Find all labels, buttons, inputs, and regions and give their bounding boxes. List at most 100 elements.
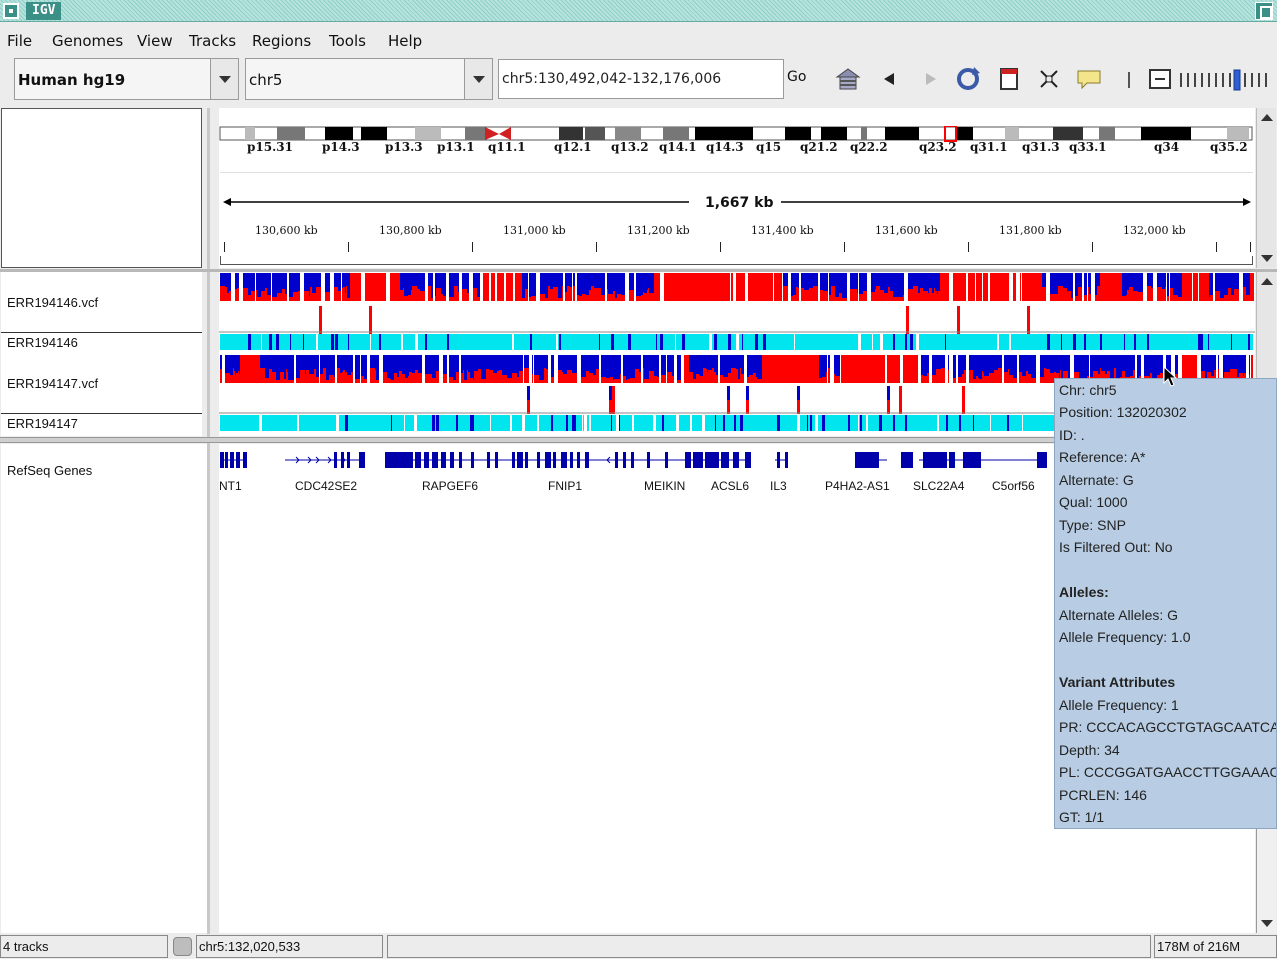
gene-exon[interactable] [487, 452, 490, 468]
menu-tools[interactable]: Tools [329, 32, 366, 50]
gene-exon[interactable] [424, 452, 429, 468]
scroll-down-icon[interactable] [1261, 920, 1273, 927]
gene-exon[interactable] [561, 452, 567, 468]
gene-exon[interactable] [570, 452, 573, 468]
gene-exon[interactable] [615, 452, 618, 468]
gene-exon[interactable] [415, 452, 421, 468]
variant-call[interactable] [1027, 306, 1030, 334]
menu-view[interactable]: View [137, 32, 173, 50]
popup-text-icon[interactable] [1075, 65, 1103, 93]
vcf1-variant-sites[interactable] [319, 306, 1030, 334]
gene-exon[interactable] [441, 452, 446, 468]
scroll-up-icon[interactable] [1261, 278, 1273, 285]
sample1-genotypes[interactable] [220, 334, 1253, 350]
gene-exon[interactable] [705, 452, 719, 468]
gene-exon[interactable] [1037, 452, 1047, 468]
back-arrow-icon[interactable] [876, 65, 904, 93]
gene-exon[interactable] [525, 452, 528, 468]
menu-help[interactable]: Help [388, 32, 423, 50]
gene-exon[interactable] [334, 452, 337, 468]
gene-exon[interactable] [243, 452, 247, 468]
gene-exon[interactable] [631, 452, 634, 468]
variant-tracks[interactable] [219, 272, 1255, 436]
gene-exon[interactable] [236, 452, 240, 468]
track-name-vcf1[interactable]: ERR194146.vcf [7, 295, 99, 310]
gene-exon[interactable] [923, 452, 947, 468]
vcf1-allele-bar[interactable] [220, 273, 1254, 301]
data-panel[interactable] [219, 272, 1255, 436]
gene-exon[interactable] [733, 452, 739, 468]
variant-call[interactable] [962, 386, 965, 414]
gene-exon[interactable] [495, 452, 498, 468]
variant-call[interactable] [319, 306, 322, 334]
gene-exon[interactable] [225, 452, 228, 468]
chevron-down-icon[interactable] [464, 59, 492, 99]
gene-exon[interactable] [347, 452, 350, 468]
gene-exon[interactable] [721, 452, 729, 468]
zoom-slider[interactable] [1178, 69, 1274, 91]
scroll-up-icon[interactable] [1261, 114, 1273, 121]
locus-input[interactable] [498, 59, 784, 99]
forward-arrow-icon[interactable] [916, 65, 944, 93]
menu-regions[interactable]: Regions [252, 32, 312, 50]
gene-exon[interactable] [623, 452, 626, 468]
gene-exon[interactable] [450, 452, 454, 468]
gene-exon[interactable] [745, 452, 751, 468]
gene-exon[interactable] [949, 452, 955, 468]
gene-exon[interactable] [577, 452, 580, 468]
gene-exon[interactable] [901, 452, 913, 468]
track-name-sample2[interactable]: ERR194147 [7, 416, 78, 431]
variant-call[interactable] [369, 306, 372, 334]
gene-exon[interactable] [471, 452, 474, 468]
gene-exon[interactable] [685, 452, 691, 468]
variant-call[interactable] [906, 306, 909, 334]
gene-exon[interactable] [459, 452, 462, 468]
ruler-scrollbar[interactable] [1256, 108, 1276, 268]
resize-to-window-icon[interactable] [1035, 65, 1063, 93]
gene-exon[interactable] [537, 452, 540, 468]
vcf2-allele-bar[interactable] [220, 355, 1253, 383]
menu-file[interactable]: File [7, 32, 33, 50]
gene-exon[interactable] [665, 452, 668, 468]
genome-select[interactable]: Human hg19 [14, 58, 239, 100]
track-name-genes[interactable]: RefSeq Genes [7, 463, 93, 478]
gene-exon[interactable] [385, 452, 413, 468]
refseq-gene-track[interactable] [219, 450, 1255, 490]
zoom-out-icon[interactable] [1147, 65, 1175, 93]
gene-exon[interactable] [545, 452, 551, 468]
refresh-icon[interactable] [954, 65, 982, 93]
vcf2-variant-sites[interactable] [527, 386, 965, 414]
gene-exon[interactable] [693, 452, 703, 468]
gene-exon[interactable] [432, 452, 438, 468]
gene-exon[interactable] [855, 452, 879, 468]
variant-call[interactable] [899, 386, 902, 414]
panel-separator[interactable] [0, 437, 1277, 443]
track-name-vcf2[interactable]: ERR194147.vcf [7, 376, 99, 391]
restore-icon[interactable] [1255, 2, 1273, 20]
scroll-down-icon[interactable] [1261, 255, 1273, 262]
gene-exon[interactable] [512, 452, 515, 468]
variant-call[interactable] [612, 386, 615, 414]
app-icon[interactable] [3, 3, 19, 19]
home-icon[interactable] [834, 65, 862, 93]
gene-exon[interactable] [647, 452, 650, 468]
track-name-sample1[interactable]: ERR194146 [7, 335, 78, 350]
gene-exon[interactable] [585, 452, 589, 468]
gene-exon[interactable] [341, 452, 344, 468]
menu-tracks[interactable]: Tracks [189, 32, 237, 50]
chromosome-select[interactable]: chr5 [245, 58, 493, 100]
sample2-genotypes[interactable] [220, 415, 1255, 431]
gene-exon[interactable] [359, 452, 365, 468]
gene-exon[interactable] [777, 452, 780, 468]
gene-exon[interactable] [785, 452, 788, 468]
gene-exon[interactable] [220, 452, 224, 468]
gene-exon[interactable] [553, 452, 556, 468]
panel-divider[interactable] [207, 108, 210, 934]
region-of-interest-icon[interactable] [995, 65, 1023, 93]
go-button[interactable]: Go [787, 69, 807, 85]
variant-call[interactable] [957, 306, 960, 334]
gene-exon[interactable] [230, 452, 234, 468]
chromosome-ideogram[interactable] [219, 126, 1255, 142]
gene-exon[interactable] [517, 452, 523, 468]
chevron-down-icon[interactable] [210, 59, 238, 99]
